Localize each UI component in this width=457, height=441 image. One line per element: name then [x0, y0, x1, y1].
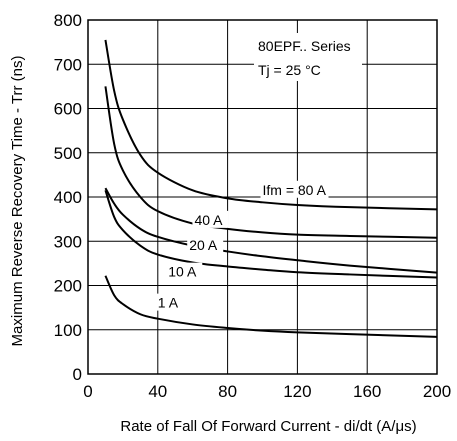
series-line [104, 190, 438, 279]
y-tick-label: 700 [54, 55, 82, 74]
x-tick-labels: 0 40 80 120 160 200 [83, 382, 451, 401]
series-line [104, 187, 438, 274]
y-tick-labels: 0 100 200 300 400 500 600 700 800 [54, 11, 82, 384]
series-label: 20 A [189, 237, 218, 253]
y-tick-label: 300 [54, 232, 82, 251]
x-tick-label: 200 [423, 382, 451, 401]
y-tick-label: 0 [73, 365, 82, 384]
x-tick-label: 0 [83, 382, 92, 401]
annotation-background [254, 33, 362, 81]
series-label: Ifm = 80 A [263, 182, 327, 198]
series-label-background [187, 236, 224, 254]
series-line [104, 275, 438, 338]
series-label: 40 A [194, 212, 223, 228]
y-tick-label: 400 [54, 188, 82, 207]
x-tick-label: 160 [353, 382, 381, 401]
series-label-background [260, 180, 329, 198]
series-label: 1 A [158, 295, 179, 311]
series-label-background [192, 210, 229, 228]
y-tick-label: 600 [54, 100, 82, 119]
series-label-background [155, 293, 182, 311]
series-label-background [166, 262, 203, 280]
x-tick-label: 80 [218, 382, 237, 401]
series-line [104, 86, 438, 239]
y-tick-label: 200 [54, 277, 82, 296]
y-tick-label: 500 [54, 144, 82, 163]
series-line [104, 39, 438, 211]
series-label: 10 A [168, 264, 197, 280]
temperature-annotation: Tj = 25 °C [258, 62, 321, 78]
series-title-annotation: 80EPF.. Series [258, 38, 351, 54]
y-tick-label: 800 [54, 11, 82, 30]
series-labels: Ifm = 80 A 40 A 20 A 10 A 1 A [155, 180, 329, 311]
x-axis-label: Rate of Fall Of Forward Current - di/dt … [120, 418, 416, 435]
y-axis-label: Maximum Reverse Recovery Time - Trr (ns) [9, 56, 26, 347]
x-tick-label: 40 [148, 382, 167, 401]
plot-frame [87, 19, 438, 375]
y-tick-label: 100 [54, 321, 82, 340]
x-tick-label: 120 [283, 382, 311, 401]
